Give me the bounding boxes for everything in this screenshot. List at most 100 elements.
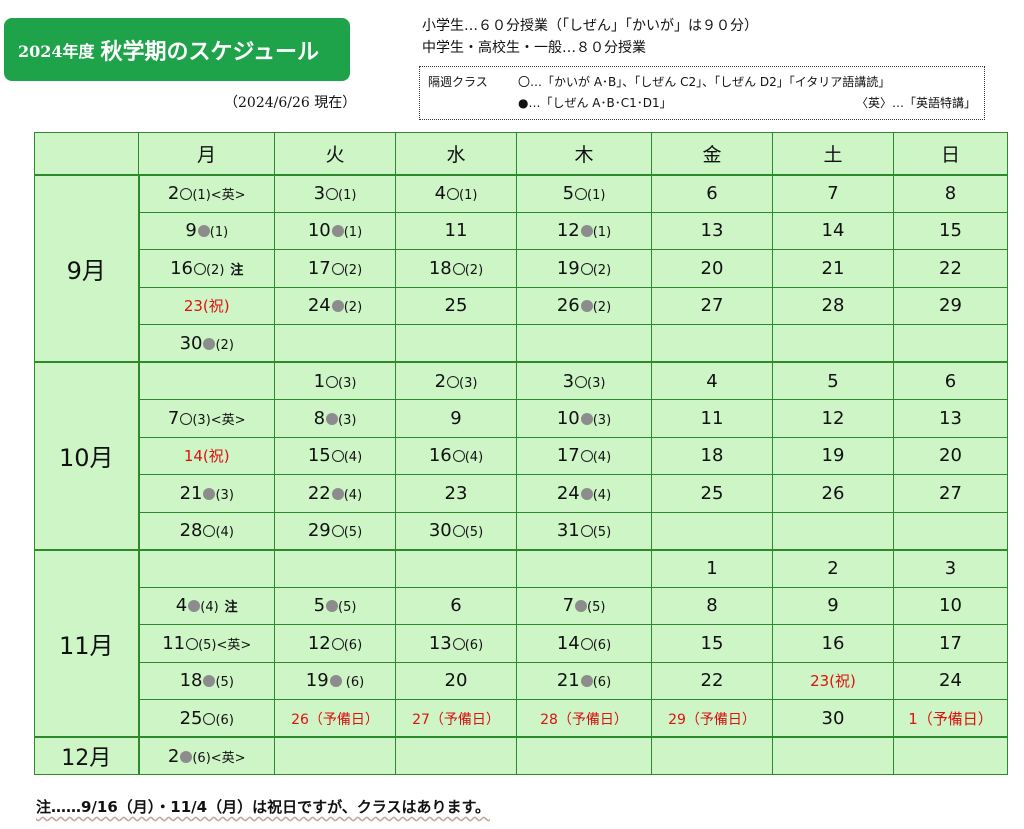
day-number: 16	[170, 257, 193, 279]
open-circle-mark	[331, 637, 344, 650]
day-cell: 11	[395, 211, 517, 250]
day-cell	[395, 324, 517, 363]
legend-english: 〈英〉…「英語特講」	[855, 96, 976, 110]
session-number: (1)	[192, 188, 211, 203]
english-class-tag: <英>	[210, 412, 246, 428]
day-number: 24	[939, 670, 962, 692]
day-cell: 18 (5)	[138, 661, 275, 700]
session-number: (4)	[200, 600, 219, 616]
day-cell: 16 (2) 注	[138, 249, 275, 288]
day-number: 9	[450, 407, 462, 429]
holiday-label: 23(祝)	[810, 672, 856, 691]
open-circle-mark	[331, 525, 344, 537]
day-cell	[395, 548, 517, 588]
day-cell: 22	[893, 249, 1008, 288]
month-label: 10月	[34, 361, 140, 550]
legend-filled-circle: ●…「しぜん A･B･C1･D1」	[518, 96, 672, 110]
session-number: (6)	[192, 750, 211, 766]
open-circle-mark	[203, 525, 216, 537]
day-number: 21	[821, 257, 845, 279]
legend-box: 隔週クラス 〇…「かいが A･B」、「しぜん C2」、「しぜん D2」「イタリア…	[419, 66, 985, 120]
english-class-tag: <英>	[210, 750, 246, 766]
day-number: 9	[185, 220, 197, 242]
day-cell: 15 (4)	[274, 436, 396, 475]
filled-circle-mark	[580, 300, 593, 313]
day-cell: 12	[772, 399, 894, 438]
day-number: 16	[428, 445, 452, 467]
day-cell: 16	[772, 624, 894, 663]
session-number: (3)	[338, 375, 357, 391]
week-row: 9月 2 (1)<英> 3 (1) 4 (1) 5 (1) 6 7 8	[34, 173, 1008, 363]
holiday-label: 1（予備日）	[908, 709, 993, 728]
session-number: (5)	[592, 525, 612, 540]
weekday-tue: 火	[274, 132, 396, 175]
day-cell: 10 (3)	[516, 399, 652, 438]
day-cell: 13	[893, 399, 1008, 438]
day-cell: 10	[893, 586, 1008, 625]
week-row: 12月 2 (6)<英>	[34, 736, 1008, 775]
day-cell: 24	[893, 661, 1008, 700]
session-number: (4)	[592, 450, 612, 466]
session-number: (3)	[592, 412, 612, 428]
day-cell	[516, 548, 652, 588]
legend-label-spacer	[428, 93, 518, 114]
session-number: (2)	[215, 337, 234, 353]
day-number: 22	[307, 482, 331, 504]
title-badge: 2024年度 秋学期のスケジュール	[4, 18, 350, 81]
session-number: (6)	[464, 637, 484, 653]
weekday-mon: 月	[138, 132, 275, 175]
day-cell: 7 (3)<英>	[138, 399, 275, 438]
day-cell: 9	[395, 399, 517, 438]
day-number: 26	[556, 295, 580, 317]
open-circle-mark	[331, 450, 344, 463]
day-cell	[651, 324, 773, 363]
day-cell: 15	[651, 624, 773, 663]
day-cell: 10 (1)	[274, 211, 396, 250]
day-cell: 2	[772, 548, 894, 588]
day-cell: 11	[651, 399, 773, 438]
day-cell: 17	[893, 624, 1008, 663]
day-number: 21	[556, 670, 580, 692]
day-cell: 30	[772, 699, 894, 738]
day-cell: 3 (3)	[516, 361, 652, 400]
weekday-wed: 水	[395, 132, 517, 175]
day-number: 15	[939, 220, 962, 242]
week-row: 14(祝) 15 (4) 16 (4) 17 (4) 18 19 20	[35, 436, 1008, 475]
holiday-label: 26（予備日）	[291, 711, 379, 728]
day-number: 8	[706, 595, 718, 617]
day-cell: 22 (4)	[274, 474, 396, 513]
day-number: 29	[939, 295, 962, 317]
session-number: (5)	[338, 600, 357, 616]
day-cell: 20	[395, 661, 517, 700]
filled-circle-mark	[197, 225, 210, 238]
filled-circle-mark	[329, 675, 342, 688]
day-cell: 12 (6)	[274, 624, 396, 663]
day-number: 12	[307, 632, 331, 654]
day-cell: 3	[893, 548, 1008, 588]
day-cell: 9	[772, 586, 894, 625]
holiday-label: 14(祝)	[183, 447, 230, 466]
open-circle-mark	[452, 637, 465, 650]
day-number: 12	[821, 407, 845, 429]
day-number: 20	[700, 257, 724, 279]
open-circle-mark	[180, 188, 193, 200]
day-number: 27	[700, 295, 724, 317]
open-circle-mark	[452, 525, 465, 537]
day-number: 2	[167, 745, 180, 767]
day-cell: 29	[893, 286, 1008, 325]
day-number: 30	[821, 707, 845, 729]
day-cell: 19	[772, 436, 894, 475]
day-number: 26	[821, 482, 845, 504]
day-number: 6	[450, 595, 462, 617]
session-number: (2)	[464, 262, 484, 278]
day-number: 19	[821, 445, 845, 467]
session-number: (5)	[464, 525, 484, 540]
day-number: 13	[939, 407, 962, 429]
day-number: 7	[562, 595, 575, 617]
day-cell: 1	[651, 548, 773, 588]
english-class-tag: <英>	[210, 188, 246, 203]
day-cell: 5	[772, 361, 894, 400]
session-number: (5)	[587, 600, 606, 616]
day-number: 25	[179, 707, 203, 729]
english-class-tag: <英>	[216, 637, 252, 653]
